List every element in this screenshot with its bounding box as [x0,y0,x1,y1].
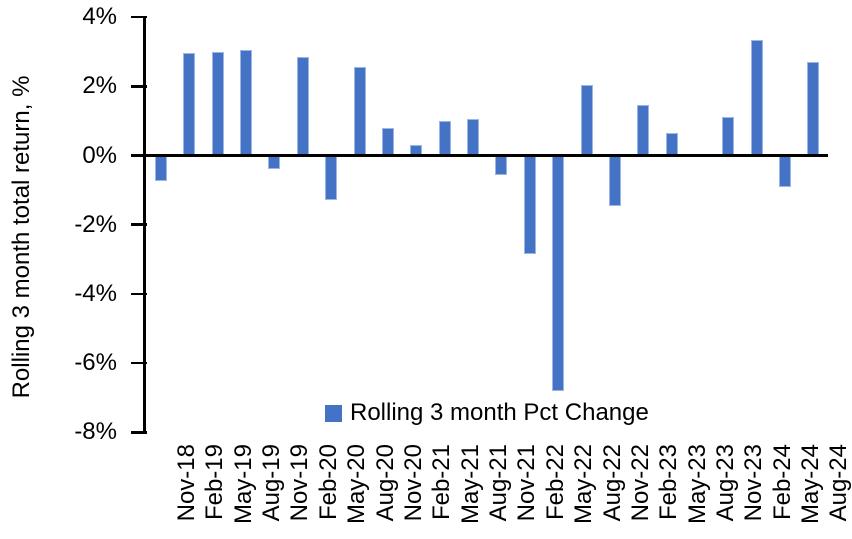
bar [381,127,394,156]
y-axis-tick [131,223,147,226]
legend: Rolling 3 month Pct Change [325,400,649,426]
bar [211,51,224,156]
x-tick-label: May-19 [229,444,257,525]
x-tick-label: Feb-22 [541,444,569,521]
legend-label: Rolling 3 month Pct Change [350,399,649,426]
x-tick-label: May-22 [570,444,598,525]
x-tick-label: Aug-21 [485,444,513,522]
x-tick-label: Aug-23 [712,444,739,522]
x-tick-label: May-21 [456,444,484,525]
bar [750,39,763,156]
bar [637,105,650,156]
x-tick-label: Aug-19 [258,444,286,522]
bar [495,155,508,175]
y-tick-label: -6% [74,349,117,377]
x-tick-label: May-20 [343,444,371,525]
x-tick-label: Aug-24 [825,444,852,522]
x-tick-label: Feb-24 [768,444,796,521]
x-tick-label: Aug-22 [598,444,626,522]
y-axis-tick [131,15,147,19]
bar [325,155,338,201]
x-axis-line [143,153,828,158]
x-tick-label: Nov-21 [513,444,541,522]
bar [580,84,593,156]
y-tick-label: 2% [82,72,117,100]
y-axis-tick [131,85,147,88]
bar [807,62,820,156]
legend-marker [325,404,342,422]
x-tick-label: Nov-19 [286,444,314,522]
y-tick-label: 0% [82,141,117,169]
x-tick-label: May-23 [683,444,711,525]
bar [240,49,253,156]
x-tick-label: Aug-20 [371,444,399,522]
y-axis-tick [131,361,147,365]
y-axis-line [143,17,146,433]
y-tick-label: -2% [74,210,117,238]
x-tick-label: Feb-19 [201,444,229,521]
bar [665,133,678,156]
bar [467,119,480,156]
y-axis-tick [131,292,147,296]
bar [608,155,621,206]
bar [154,155,167,182]
x-tick-label: Nov-20 [399,444,427,522]
bar [183,53,196,156]
x-tick-label: Nov-18 [172,444,200,522]
x-tick-label: Nov-23 [740,444,768,522]
bar [779,155,792,187]
y-axis-tick [131,154,147,157]
bar [722,117,735,156]
x-tick-label: Feb-20 [314,444,342,521]
y-tick-label: 4% [82,3,117,31]
bar [438,120,451,156]
y-tick-label: -8% [74,418,117,446]
x-tick-label: May-24 [797,444,825,525]
bar [523,155,536,255]
x-tick-label: Nov-22 [626,444,654,522]
bar [296,56,309,156]
y-tick-label: -4% [74,279,117,307]
x-tick-label: Feb-21 [428,444,456,521]
bar [353,67,366,156]
x-tick-label: Feb-23 [655,444,683,521]
bar [268,155,281,170]
bar [552,155,565,391]
y-axis-tick [131,431,147,434]
